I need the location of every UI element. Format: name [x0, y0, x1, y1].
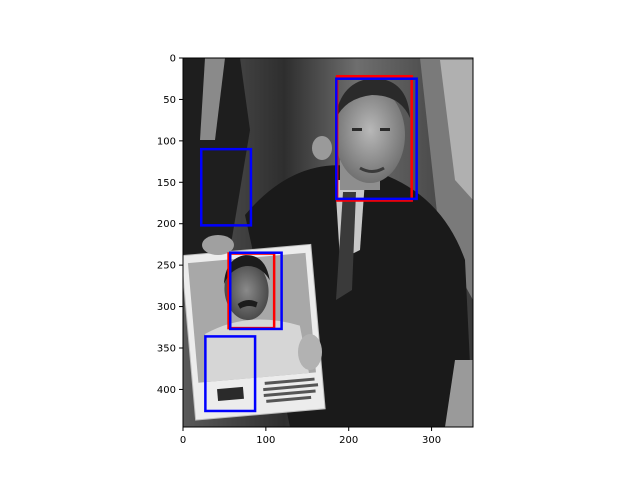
x-tick-label: 0 [180, 435, 186, 446]
axis-ticks: 0 100 200 300 0 50 100 150 200 250 300 350 400 [157, 54, 441, 447]
x-tick-label: 100 [256, 435, 275, 446]
grayscale-photo [183, 58, 473, 427]
y-tick-label: 350 [157, 344, 176, 355]
axes-frame [182, 57, 474, 428]
y-tick-label: 100 [157, 136, 176, 147]
y-tick-label: 250 [157, 261, 176, 272]
y-tick-label: 300 [157, 302, 176, 313]
x-tick-label: 300 [422, 435, 441, 446]
blue-box-3 [228, 251, 283, 331]
bounding-boxes [199, 74, 418, 413]
y-tick-label: 50 [163, 95, 176, 106]
y-tick-label: 150 [157, 178, 176, 189]
blue-box-1 [335, 77, 418, 201]
x-tick-label: 200 [339, 435, 358, 446]
y-tick-label: 0 [170, 54, 176, 65]
blue-box-4 [204, 335, 257, 413]
blue-box-2 [199, 147, 253, 227]
y-tick-label: 200 [157, 219, 176, 230]
y-tick-label: 400 [157, 385, 176, 396]
